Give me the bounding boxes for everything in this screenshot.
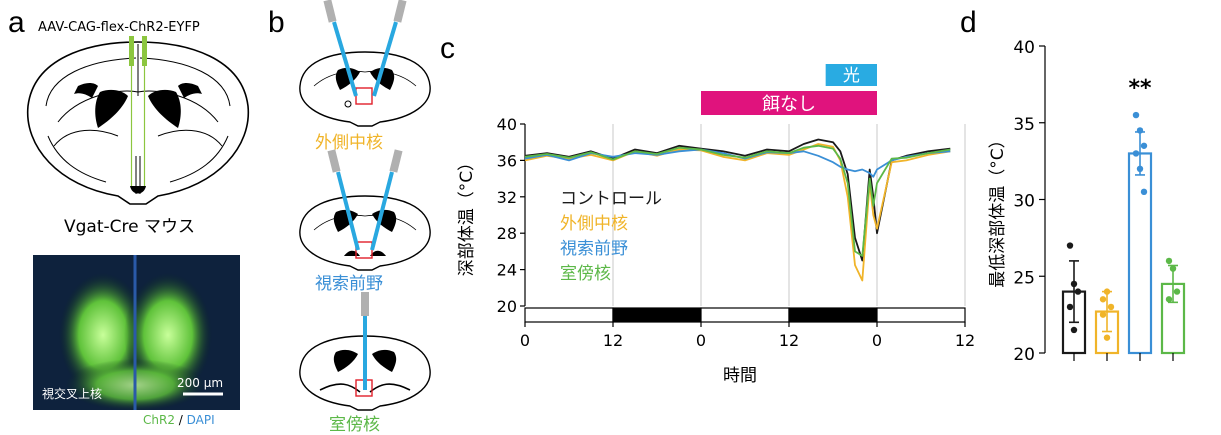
y-tick-label: 20 xyxy=(1013,345,1035,365)
data-point xyxy=(1103,334,1111,341)
section-lateral xyxy=(299,0,431,127)
section-paraventricular xyxy=(299,292,431,411)
data-point xyxy=(1136,127,1144,134)
y-tick-label: 35 xyxy=(1013,115,1035,135)
y-tick-label: 30 xyxy=(1013,192,1035,212)
light-dark-bar-dark xyxy=(612,307,702,323)
legend-entry-paraventricular: 室傍核 xyxy=(560,264,611,284)
scn-label: 視交叉上核 xyxy=(42,387,103,401)
panel-letter-a: a xyxy=(8,6,25,39)
legend-entry-preoptic: 視索前野 xyxy=(560,239,628,259)
x-axis-label: 時間 xyxy=(723,366,757,386)
section-label-lateral: 外側中核 xyxy=(315,133,383,153)
fasting-period-label: 餌なし xyxy=(762,94,816,115)
section-label-paraventricular: 室傍核 xyxy=(329,415,380,435)
data-point xyxy=(1173,288,1181,295)
data-point xyxy=(1136,165,1144,172)
data-point xyxy=(1107,303,1115,311)
light-dark-bar-light xyxy=(700,307,790,323)
stain-separator: / xyxy=(174,413,187,427)
panel-letter-d: d xyxy=(960,6,977,39)
construct-label: AAV-CAG-flex-ChR2-EYFP xyxy=(38,20,200,35)
series-line-preoptic xyxy=(524,148,951,178)
data-point xyxy=(1165,257,1173,265)
data-point xyxy=(1099,296,1107,303)
data-point xyxy=(1066,303,1074,311)
y-tick-label: 36 xyxy=(497,151,517,170)
fasting-period-bar xyxy=(701,91,877,115)
min-temperature-bar-chart: 20 25 30 35 40 最低深部体温（°C） ** xyxy=(988,38,1186,365)
y-tick-label: 24 xyxy=(497,261,517,280)
scale-bar-label: 200 µm xyxy=(177,376,224,390)
x-tick-label: 12 xyxy=(955,331,975,350)
data-point xyxy=(1140,142,1148,149)
data-point xyxy=(1165,296,1173,303)
x-tick-label: 0 xyxy=(872,331,882,350)
fluorescence-micrograph xyxy=(33,255,240,410)
x-tick-label: 0 xyxy=(696,331,706,350)
brain-section-coronal xyxy=(26,36,250,205)
y-tick-label: 28 xyxy=(497,224,517,243)
fiber-placement-diagrams xyxy=(299,0,431,411)
stain-chr2: ChR2 xyxy=(143,413,175,427)
data-point xyxy=(1074,288,1082,295)
stain-dapi: DAPI xyxy=(186,413,215,427)
data-point xyxy=(1132,150,1140,157)
section-label-preoptic: 視索前野 xyxy=(315,274,383,294)
data-point xyxy=(1099,311,1107,318)
data-point xyxy=(1103,288,1111,295)
x-tick-label: 12 xyxy=(603,331,623,350)
data-point xyxy=(1066,242,1074,249)
y-tick-label: 40 xyxy=(1013,38,1035,58)
light-dark-bar-dark xyxy=(788,307,878,323)
panel-letter-b: b xyxy=(268,6,285,39)
mouse-line-label: Vgat-Cre マウス xyxy=(64,217,195,237)
y-tick-label: 32 xyxy=(497,188,517,207)
y-axis-label: 深部体温（°C） xyxy=(457,154,477,276)
y-axis-label: 最低深部体温（°C） xyxy=(988,131,1008,287)
light-period-bar xyxy=(825,64,877,86)
section-preoptic xyxy=(299,149,431,271)
y-tick-label: 40 xyxy=(497,115,517,134)
data-point xyxy=(1070,280,1078,288)
data-point xyxy=(1140,188,1148,196)
light-dark-bar-light xyxy=(876,307,966,323)
legend-entry-control: コントロール xyxy=(560,189,662,209)
light-dark-bar-light xyxy=(524,307,614,323)
bar-preoptic xyxy=(1127,152,1153,355)
light-period-label: 光 xyxy=(843,66,860,86)
panel-letter-c: c xyxy=(440,32,455,65)
data-point xyxy=(1169,265,1177,272)
x-tick-label: 12 xyxy=(779,331,799,350)
data-point xyxy=(1070,326,1078,334)
significance-marker: ** xyxy=(1128,76,1152,101)
data-point xyxy=(1132,111,1140,119)
y-tick-label: 25 xyxy=(1013,268,1035,288)
stain-legend: ChR2 / DAPI xyxy=(143,413,215,427)
series-line-paraventricular xyxy=(524,144,951,257)
y-tick-label: 20 xyxy=(497,297,517,316)
x-tick-label: 0 xyxy=(520,331,530,350)
legend-entry-lateral: 外側中核 xyxy=(560,214,628,234)
